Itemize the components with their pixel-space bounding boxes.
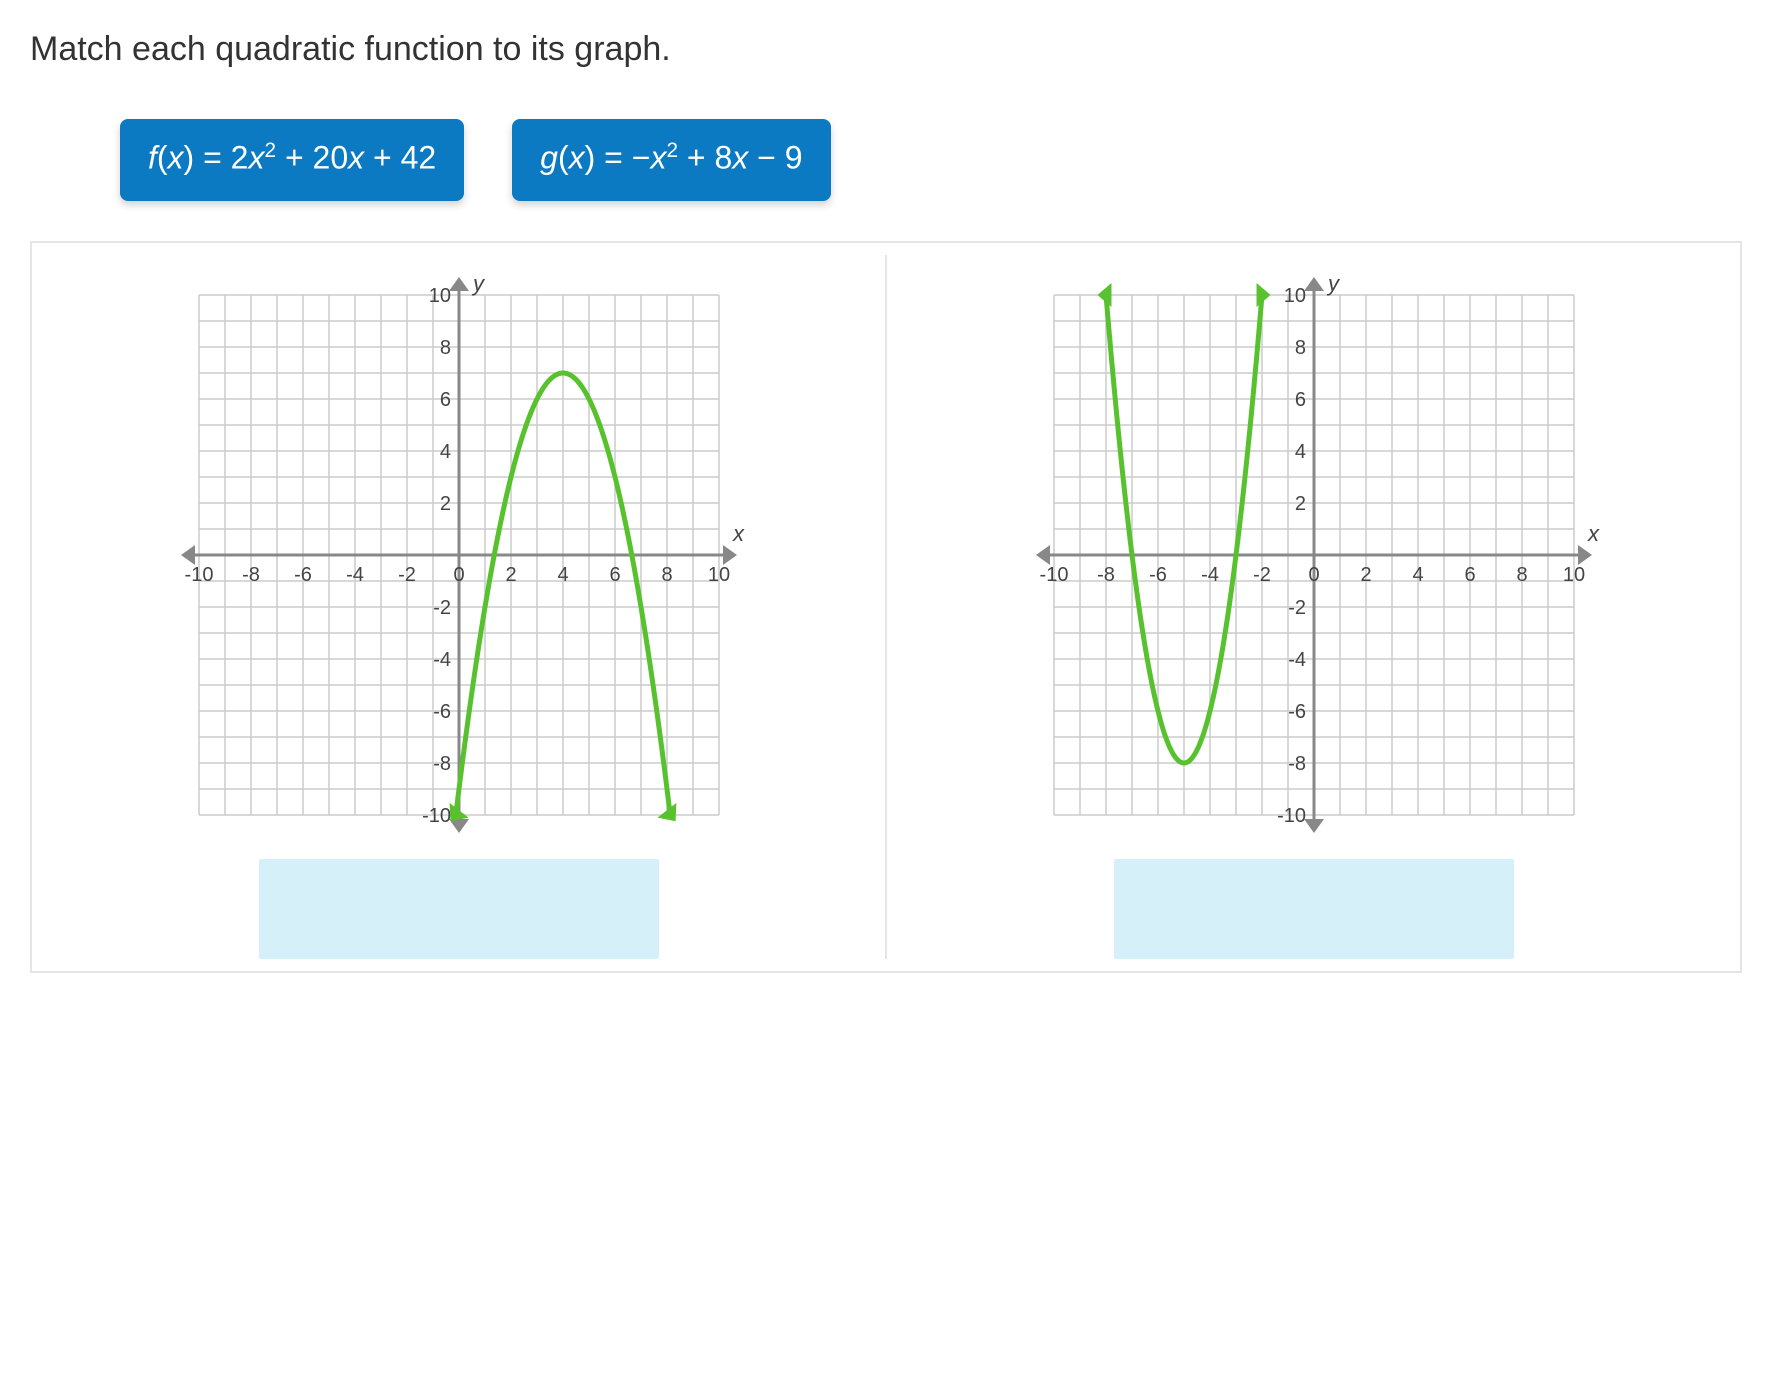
svg-text:4: 4	[439, 441, 450, 463]
svg-text:-2: -2	[433, 597, 451, 619]
svg-text:-8: -8	[433, 753, 451, 775]
drop-zone-right[interactable]	[1114, 859, 1514, 959]
svg-text:y: y	[471, 271, 486, 296]
svg-text:10: 10	[1562, 564, 1584, 586]
svg-text:6: 6	[439, 389, 450, 411]
svg-text:2: 2	[1360, 564, 1371, 586]
svg-text:-4: -4	[346, 564, 364, 586]
svg-text:8: 8	[661, 564, 672, 586]
svg-text:10: 10	[707, 564, 729, 586]
svg-text:-2: -2	[1253, 564, 1271, 586]
svg-text:4: 4	[1412, 564, 1423, 586]
svg-text:-6: -6	[1288, 701, 1306, 723]
svg-text:x: x	[732, 521, 745, 546]
svg-text:-10: -10	[1039, 564, 1068, 586]
svg-text:-4: -4	[1201, 564, 1219, 586]
function-card-f[interactable]: f(x) = 2x2 + 20x + 42	[120, 119, 464, 201]
svg-text:-10: -10	[422, 805, 451, 827]
svg-text:-8: -8	[1097, 564, 1115, 586]
chart-cell-left: -10-8-6-4-20246810-10-8-6-4-2246810xy	[32, 255, 885, 959]
svg-text:-2: -2	[1288, 597, 1306, 619]
svg-text:8: 8	[439, 337, 450, 359]
svg-text:-4: -4	[433, 649, 451, 671]
svg-text:x: x	[1587, 521, 1600, 546]
svg-text:-6: -6	[1149, 564, 1167, 586]
svg-text:8: 8	[1516, 564, 1527, 586]
svg-text:4: 4	[1294, 441, 1305, 463]
graph-right: -10-8-6-4-20246810-10-8-6-4-2246810xy	[1014, 255, 1614, 855]
drop-zone-left[interactable]	[259, 859, 659, 959]
svg-text:4: 4	[557, 564, 568, 586]
svg-text:0: 0	[453, 564, 464, 586]
svg-text:-4: -4	[1288, 649, 1306, 671]
prompt-text: Match each quadratic function to its gra…	[30, 30, 1742, 69]
svg-text:8: 8	[1294, 337, 1305, 359]
svg-text:-8: -8	[242, 564, 260, 586]
svg-text:-6: -6	[433, 701, 451, 723]
svg-text:10: 10	[428, 285, 450, 307]
function-card-g[interactable]: g(x) = −x2 + 8x − 9	[512, 119, 830, 201]
svg-text:y: y	[1326, 271, 1341, 296]
svg-text:-10: -10	[1277, 805, 1306, 827]
svg-text:-6: -6	[294, 564, 312, 586]
charts-row: -10-8-6-4-20246810-10-8-6-4-2246810xy -1…	[30, 241, 1742, 973]
svg-text:2: 2	[505, 564, 516, 586]
function-card-row: f(x) = 2x2 + 20x + 42 g(x) = −x2 + 8x − …	[120, 119, 1742, 201]
svg-text:6: 6	[1464, 564, 1475, 586]
svg-text:-2: -2	[398, 564, 416, 586]
svg-text:-10: -10	[184, 564, 213, 586]
svg-text:2: 2	[1294, 493, 1305, 515]
svg-text:-8: -8	[1288, 753, 1306, 775]
chart-cell-right: -10-8-6-4-20246810-10-8-6-4-2246810xy	[885, 255, 1740, 959]
graph-left: -10-8-6-4-20246810-10-8-6-4-2246810xy	[159, 255, 759, 855]
svg-text:6: 6	[1294, 389, 1305, 411]
svg-text:10: 10	[1283, 285, 1305, 307]
svg-text:0: 0	[1308, 564, 1319, 586]
svg-text:2: 2	[439, 493, 450, 515]
svg-text:6: 6	[609, 564, 620, 586]
